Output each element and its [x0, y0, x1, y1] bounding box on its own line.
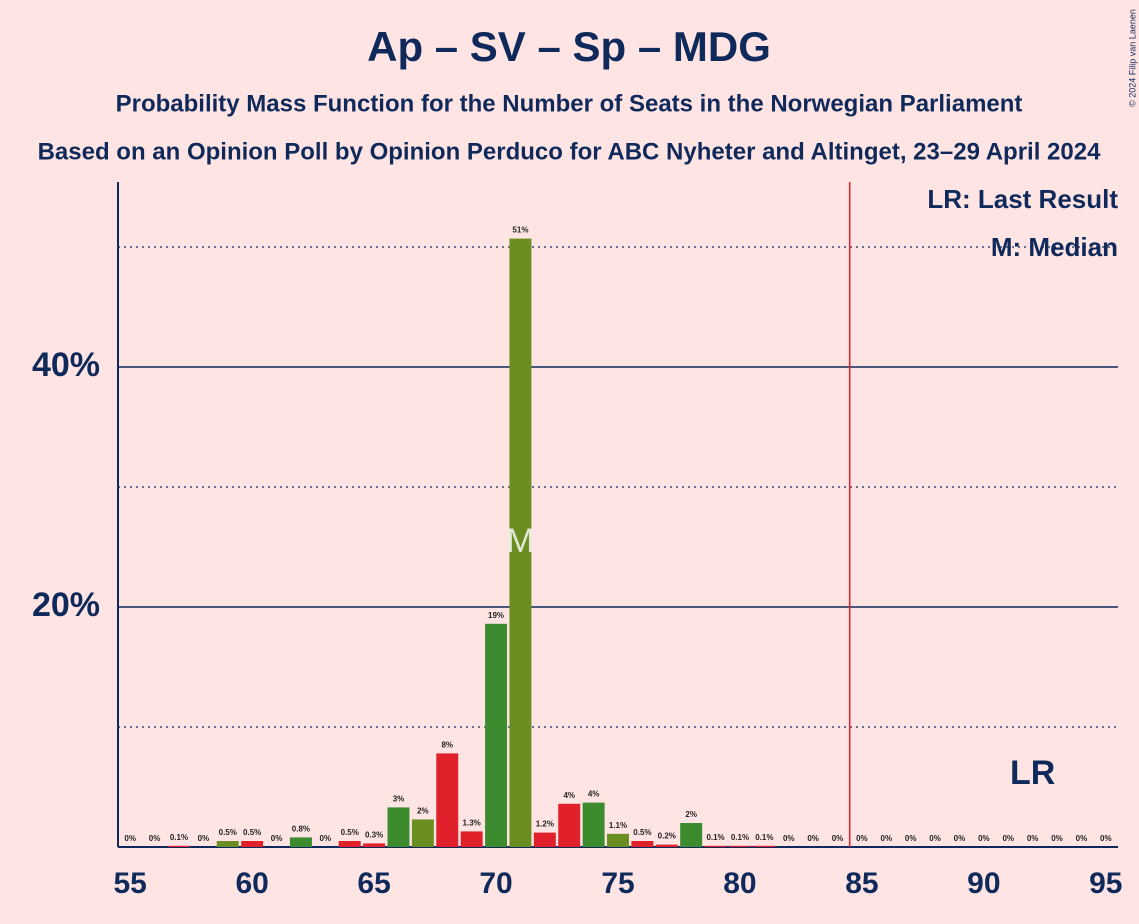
- value-label: 0.1%: [755, 833, 773, 842]
- value-label: 19%: [488, 611, 504, 620]
- bar: [704, 845, 727, 847]
- value-label: 0.3%: [365, 831, 383, 840]
- value-label: 0%: [1051, 834, 1063, 843]
- value-label: 2%: [685, 810, 697, 819]
- value-label: 0.1%: [731, 833, 749, 842]
- value-label: 0.1%: [706, 833, 724, 842]
- chart-subtitle: Probability Mass Function for the Number…: [116, 90, 1023, 117]
- bar: [216, 841, 239, 847]
- value-label: 0%: [783, 834, 795, 843]
- value-label: 0%: [881, 834, 893, 843]
- value-label: 0%: [856, 834, 868, 843]
- value-label: 0.8%: [292, 825, 310, 834]
- y-tick-label: 20%: [32, 586, 100, 624]
- value-label: 0%: [1076, 834, 1088, 843]
- value-label: 4%: [563, 791, 575, 800]
- x-tick-label: 70: [479, 867, 512, 900]
- bar: [338, 841, 361, 847]
- value-label: 1.1%: [609, 821, 627, 830]
- value-label: 1.3%: [463, 819, 481, 828]
- x-tick-label: 65: [357, 867, 390, 900]
- value-label: 0%: [954, 834, 966, 843]
- value-label: 0.5%: [243, 828, 261, 837]
- bar: [680, 823, 703, 847]
- value-label: 0.5%: [341, 828, 359, 837]
- value-label: 51%: [512, 226, 528, 235]
- bar: [728, 845, 751, 847]
- value-label: 0%: [1027, 834, 1039, 843]
- bar: [753, 845, 776, 847]
- bar: [289, 837, 312, 847]
- value-label: 8%: [441, 741, 453, 750]
- x-tick-label: 60: [235, 867, 268, 900]
- x-tick-label: 95: [1089, 867, 1122, 900]
- value-label: 4%: [588, 790, 600, 799]
- value-label: 0.1%: [170, 833, 188, 842]
- value-label: 0%: [832, 834, 844, 843]
- bar: [509, 238, 532, 848]
- value-label: 0%: [149, 834, 161, 843]
- value-label: 0%: [124, 834, 136, 843]
- bar: [460, 831, 483, 847]
- x-tick-label: 90: [967, 867, 1000, 900]
- value-label: 0%: [1100, 834, 1112, 843]
- x-tick-label: 55: [114, 867, 147, 900]
- last-result-marker: LR: [1010, 754, 1055, 792]
- value-label: 0.5%: [219, 828, 237, 837]
- y-tick-label: 40%: [32, 346, 100, 384]
- bar: [436, 753, 459, 847]
- value-label: 0.5%: [633, 828, 651, 837]
- chart-title: Ap – SV – Sp – MDG: [367, 23, 771, 70]
- legend-entry: M: Median: [991, 232, 1118, 262]
- bar: [607, 833, 629, 847]
- chart-subtitle: Based on an Opinion Poll by Opinion Perd…: [38, 138, 1101, 165]
- bar: [655, 844, 678, 847]
- bar: [241, 841, 264, 847]
- copyright: © 2024 Filip van Laenen: [1127, 9, 1137, 107]
- value-label: 0%: [271, 834, 283, 843]
- value-label: 0%: [978, 834, 990, 843]
- value-label: 0%: [807, 834, 819, 843]
- bar: [533, 832, 556, 847]
- bar: [582, 802, 605, 847]
- bar: [558, 803, 581, 847]
- legend-entry: LR: Last Result: [927, 184, 1118, 214]
- bar: [363, 843, 386, 847]
- bar: [631, 841, 654, 847]
- x-tick-label: 75: [601, 867, 634, 900]
- bar: [168, 845, 190, 847]
- value-label: 3%: [393, 795, 405, 804]
- value-label: 0%: [320, 834, 332, 843]
- value-label: 0.2%: [658, 832, 676, 841]
- median-marker: M: [506, 522, 534, 560]
- value-label: 0%: [198, 834, 210, 843]
- x-tick-label: 85: [845, 867, 878, 900]
- bar: [387, 807, 410, 847]
- value-label: 1.2%: [536, 820, 554, 829]
- x-tick-label: 80: [723, 867, 756, 900]
- value-label: 2%: [417, 807, 429, 816]
- value-label: 0%: [1002, 834, 1014, 843]
- value-label: 0%: [905, 834, 917, 843]
- bar: [485, 623, 508, 847]
- bar: [411, 819, 434, 847]
- value-label: 0%: [929, 834, 941, 843]
